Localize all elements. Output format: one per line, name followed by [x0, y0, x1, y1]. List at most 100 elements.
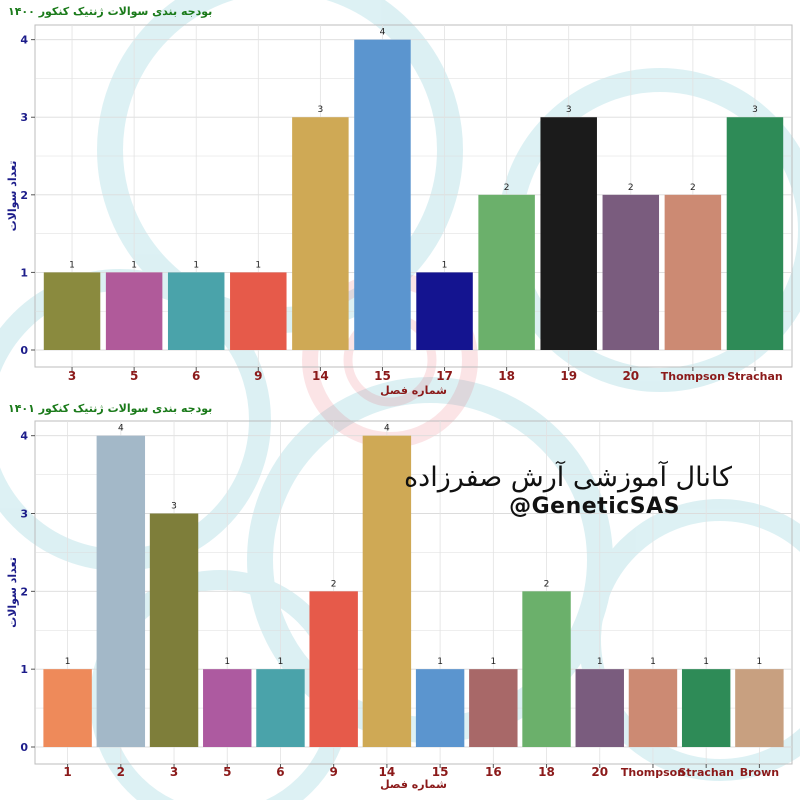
bar-value-label: 3	[171, 502, 177, 512]
bar-value-label: 1	[442, 260, 448, 270]
bar-15	[354, 39, 411, 351]
bar-15	[415, 669, 465, 747]
plot-panel-border	[34, 24, 793, 368]
x-axis-title: شماره فصل	[380, 384, 447, 397]
bar-20	[602, 194, 660, 350]
x-tick-label: 1	[63, 765, 71, 779]
bar-value-label: 1	[69, 260, 75, 270]
bar-19	[540, 117, 597, 350]
bar-18	[478, 194, 535, 350]
bar-value-label: 1	[65, 657, 71, 667]
y-tick-label: 1	[20, 663, 28, 676]
chart-1400: 01234131516193144151172183192202Thompson…	[6, 24, 793, 397]
x-tick-label: 14	[312, 369, 329, 383]
bar-value-label: 1	[255, 260, 261, 270]
x-tick-label: Brown	[740, 766, 779, 779]
y-tick-label: 2	[20, 189, 28, 202]
bar-value-label: 1	[437, 657, 443, 667]
x-tick-label: 5	[130, 369, 138, 383]
x-tick-label: 20	[622, 369, 639, 383]
bar-2	[96, 435, 146, 747]
bar-value-label: 4	[384, 424, 390, 434]
bar-value-label: 1	[278, 657, 284, 667]
y-tick-label: 4	[20, 34, 28, 47]
bar-14	[362, 435, 412, 747]
x-tick-label: 9	[254, 369, 262, 383]
bar-value-label: 2	[504, 183, 510, 193]
chart-1401: 012341142331516294141151162181201Thompso…	[6, 420, 793, 791]
x-tick-label: 17	[436, 369, 453, 383]
y-tick-label: 1	[20, 266, 28, 279]
bar-14	[292, 117, 349, 350]
x-axis-title: شماره فصل	[380, 778, 447, 791]
y-tick-label: 2	[20, 585, 28, 598]
x-tick-label: 19	[560, 369, 577, 383]
x-tick-label: Strachan	[727, 370, 783, 383]
plot-panel-border	[34, 420, 793, 765]
bar-value-label: 1	[490, 657, 496, 667]
bar-Thompson	[664, 194, 722, 350]
x-tick-label: 18	[498, 369, 515, 383]
bar-value-label: 2	[544, 579, 550, 589]
x-tick-label: 6	[192, 369, 200, 383]
x-tick-label: 2	[117, 765, 125, 779]
x-tick-label: 9	[329, 765, 337, 779]
bar-value-label: 3	[752, 105, 758, 115]
bar-5	[105, 272, 163, 350]
watermark-handle: @GeneticSAS	[509, 494, 680, 519]
x-tick-label: 20	[591, 765, 608, 779]
y-axis-title: تعداد سوالات	[6, 161, 19, 232]
y-tick-label: 3	[20, 508, 28, 521]
bar-value-label: 1	[597, 657, 603, 667]
bar-5	[203, 669, 252, 747]
bar-6	[167, 272, 225, 350]
x-tick-label: 5	[223, 765, 231, 779]
bar-18	[522, 591, 571, 747]
chart-1401-title: بودجه بندی سوالات ژنتیک کنکور ۱۴۰۱	[8, 402, 213, 415]
bar-value-label: 1	[650, 657, 656, 667]
chart-1400-title: بودجه بندی سوالات ژنتیک کنکور ۱۴۰۰	[8, 5, 213, 18]
bar-1	[43, 669, 92, 747]
bar-3	[43, 272, 101, 350]
bar-value-label: 1	[193, 260, 199, 270]
x-tick-label: 18	[538, 765, 555, 779]
bar-value-label: 2	[628, 183, 634, 193]
x-tick-label: 15	[432, 765, 449, 779]
x-tick-label: 15	[374, 369, 391, 383]
y-tick-label: 0	[20, 344, 28, 357]
y-axis-title: تعداد سوالات	[6, 557, 19, 628]
bar-value-label: 4	[380, 28, 386, 38]
bar-value-label: 3	[566, 105, 572, 115]
bar-Brown	[735, 669, 784, 747]
x-tick-label: 14	[379, 765, 396, 779]
bar-value-label: 1	[757, 657, 763, 667]
bar-3	[149, 513, 199, 747]
x-tick-label: 6	[276, 765, 284, 779]
watermark-channel-name: کانال آموزشی آرش صفرزاده	[404, 462, 732, 493]
x-tick-label: Strachan	[678, 766, 734, 779]
bar-6	[256, 669, 305, 747]
bar-value-label: 2	[690, 183, 696, 193]
x-tick-label: 16	[485, 765, 502, 779]
x-tick-label: Thompson	[621, 766, 685, 779]
bar-value-label: 1	[703, 657, 709, 667]
bar-Strachan	[681, 669, 731, 747]
y-tick-label: 0	[20, 741, 28, 754]
y-tick-label: 4	[20, 430, 28, 443]
y-tick-label: 3	[20, 111, 28, 124]
bar-16	[469, 669, 518, 747]
bar-9	[309, 591, 358, 747]
bar-17	[416, 272, 473, 350]
x-tick-label: Thompson	[661, 370, 725, 383]
bar-value-label: 1	[224, 657, 230, 667]
x-tick-label: 3	[68, 369, 76, 383]
bar-Strachan	[726, 117, 784, 350]
bar-value-label: 3	[318, 105, 324, 115]
bar-value-label: 4	[118, 424, 124, 434]
bar-value-label: 2	[331, 579, 337, 589]
bar-value-label: 1	[131, 260, 137, 270]
bar-Thompson	[628, 669, 678, 747]
x-tick-label: 3	[170, 765, 178, 779]
bar-20	[575, 669, 624, 747]
